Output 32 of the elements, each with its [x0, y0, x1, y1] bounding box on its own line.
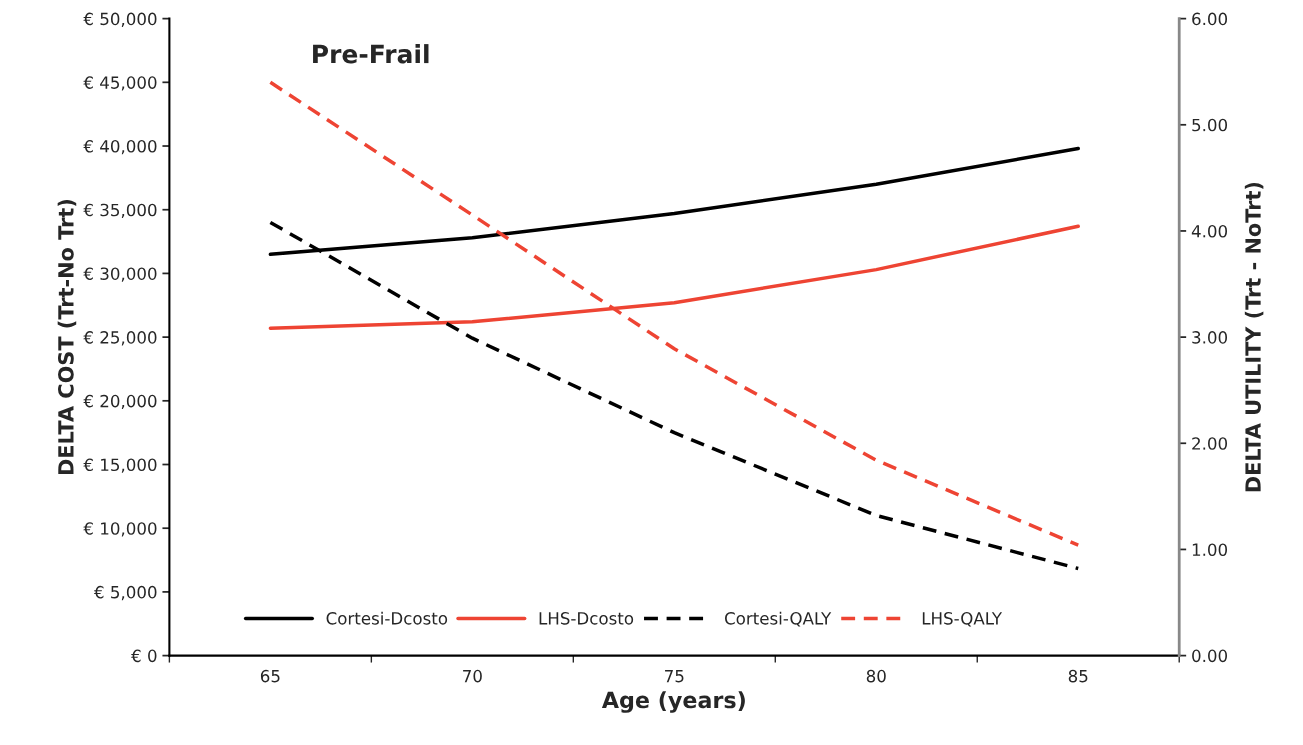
y2-tick-label: 5.00	[1192, 118, 1228, 132]
y2-tick-label: 6.00	[1192, 12, 1228, 26]
y2-tick-label: 2.00	[1192, 437, 1228, 450]
x-tick-label: 75	[665, 670, 684, 683]
y-tick-label: € 5,000	[93, 585, 157, 601]
y-axis-title: DELTA COST (Trt-No Trt)	[57, 200, 77, 475]
y-tick-label: € 40,000	[83, 139, 157, 155]
legend-label: LHS-Dcosto	[539, 612, 634, 625]
y-tick-label: € 50,000	[83, 12, 157, 27]
y-tick-label: € 0	[131, 649, 157, 663]
y-tick-label: € 35,000	[83, 203, 157, 218]
legend-label: LHS-QALY	[922, 612, 1003, 627]
legend-label: Cortesi-QALY	[724, 611, 832, 627]
legend-label: Cortesi-Dcosto	[326, 611, 448, 625]
y2-axis-title: DELTA UTILITY (Trt - NoTrt)	[1244, 182, 1264, 492]
x-axis-title: Age (years)	[601, 691, 745, 713]
x-tick-label: 70	[463, 669, 482, 683]
y2-tick-label: 1.00	[1192, 543, 1228, 557]
x-tick-label: 80	[866, 669, 886, 683]
x-tick-label: 65	[260, 669, 280, 683]
line-series	[268, 80, 1080, 547]
x-tick-label: 85	[1068, 669, 1088, 683]
y-tick-label: € 30,000	[83, 267, 157, 282]
y-tick-label: € 20,000	[83, 394, 157, 410]
text: Pre-Frail	[313, 44, 429, 64]
y-tick-label: € 25,000	[83, 331, 157, 346]
y-tick-label: € 45,000	[83, 76, 157, 91]
y-tick-label: € 15,000	[83, 458, 157, 473]
y2-tick-label: 4.00	[1191, 224, 1228, 238]
y2-tick-label: 3.00	[1192, 331, 1228, 344]
y2-tick-label: 0.00	[1192, 649, 1228, 663]
y-tick-label: € 10,000	[83, 522, 157, 537]
